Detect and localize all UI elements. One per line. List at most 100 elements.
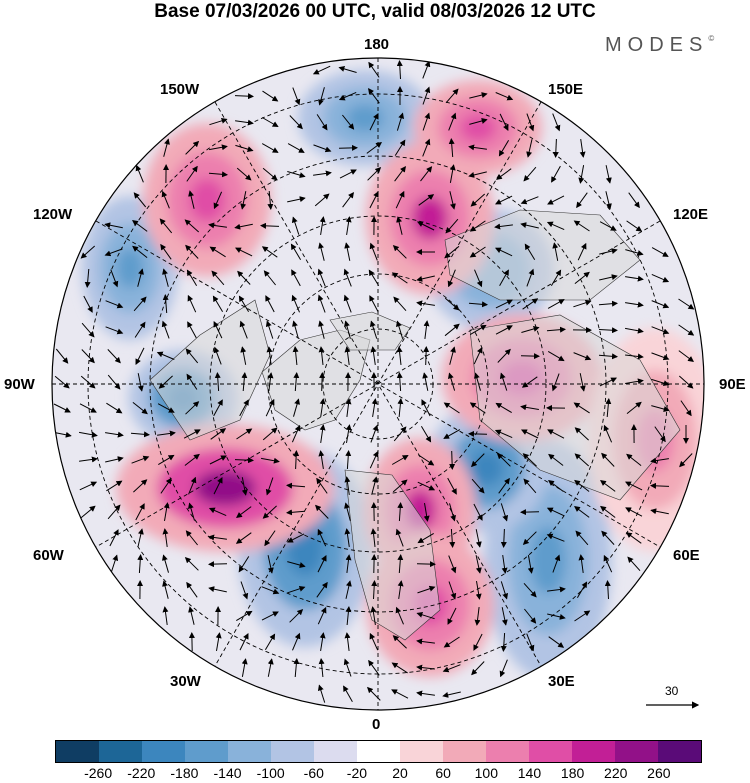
wind-vector — [162, 528, 169, 547]
wind-vector — [137, 528, 144, 547]
wind-vector — [236, 506, 252, 519]
wind-vector — [110, 269, 119, 288]
wind-vector — [526, 139, 533, 158]
meridian-120e-60w — [95, 220, 661, 548]
wind-vector — [131, 455, 150, 464]
wind-vector — [393, 296, 407, 312]
colorbar-tick-label: -260 — [84, 765, 113, 781]
wind-vector — [395, 528, 404, 547]
wind-vector — [370, 346, 377, 365]
wind-vector — [344, 632, 351, 651]
wind-vector — [184, 219, 200, 233]
wind-vector — [391, 455, 409, 465]
wind-vector — [447, 477, 457, 495]
wind-vector — [605, 165, 612, 184]
wind-vector — [448, 555, 457, 574]
wind-vector — [494, 429, 513, 439]
wind-vector — [137, 268, 144, 287]
wind-vector — [599, 377, 618, 387]
wind-vector — [526, 113, 535, 132]
wind-vector — [680, 400, 692, 417]
wind-vector — [137, 373, 144, 392]
wind-vector — [188, 476, 197, 495]
wind-vector — [501, 555, 508, 574]
brand-mark: © — [708, 34, 715, 43]
wind-vector — [292, 320, 299, 339]
wind-vector — [236, 167, 252, 181]
wind-vector — [474, 607, 481, 626]
wind-vector — [625, 327, 644, 334]
wind-vector — [261, 117, 279, 127]
wind-vector — [55, 348, 69, 364]
wind-vector — [287, 143, 305, 153]
wind-vector — [575, 530, 589, 546]
wind-vector — [678, 375, 694, 389]
wind-vector — [338, 66, 357, 73]
colorbar-tick-label: 20 — [392, 765, 408, 781]
wind-vector — [423, 346, 430, 366]
wind-vector — [238, 295, 250, 312]
wind-vector — [163, 502, 170, 521]
wind-vector — [313, 144, 332, 153]
wind-vector — [161, 190, 170, 209]
wind-vector — [395, 606, 404, 625]
wind-vector — [267, 658, 274, 677]
wind-vector — [495, 299, 514, 309]
wind-vector — [130, 431, 150, 438]
wind-vectors — [53, 60, 695, 703]
wind-vector — [162, 580, 169, 599]
wind-vector — [449, 164, 456, 183]
colorbar-cell — [529, 741, 572, 762]
wind-vector — [293, 398, 301, 417]
wind-vector — [312, 65, 331, 75]
wind-vector — [447, 372, 456, 391]
wind-vector — [241, 477, 248, 496]
anomaly-core-high-150e — [460, 114, 496, 142]
wind-vector — [469, 324, 487, 336]
wind-vector — [604, 580, 611, 600]
wind-vector — [265, 320, 274, 339]
label-150w: 150W — [160, 81, 200, 98]
wind-vector — [317, 528, 327, 547]
wind-vector — [343, 268, 352, 287]
wind-vector — [344, 320, 351, 339]
wind-vector — [552, 138, 559, 158]
wind-vector — [319, 216, 326, 235]
wind-vector — [236, 610, 253, 622]
wind-vector — [422, 138, 431, 157]
wind-vector — [316, 477, 328, 494]
wind-vector — [343, 294, 352, 313]
wind-vector — [625, 249, 644, 256]
wind-vector — [576, 192, 588, 209]
wind-vector — [394, 166, 406, 182]
wind-vector — [498, 477, 510, 494]
wind-vector — [133, 479, 148, 493]
wind-vector — [573, 299, 592, 308]
colorbar-cell — [271, 741, 314, 762]
wind-vector — [213, 399, 223, 417]
wind-vector — [371, 476, 378, 495]
wind-vector — [469, 402, 486, 414]
wind-vector — [317, 606, 327, 625]
wind-vector — [132, 220, 148, 232]
wind-vector — [79, 403, 97, 413]
wind-vector — [239, 399, 249, 417]
wind-vector — [469, 92, 488, 99]
wind-vector — [287, 585, 306, 594]
wind-vector — [236, 428, 253, 440]
wind-vector — [625, 301, 644, 308]
wind-vector — [417, 481, 436, 491]
wind-vector — [471, 478, 485, 494]
wind-vector — [448, 112, 457, 131]
wind-vector — [449, 191, 456, 210]
wind-vector — [209, 144, 228, 151]
wind-vector — [261, 611, 279, 621]
wind-vector — [287, 171, 306, 179]
wind-vector — [209, 117, 228, 126]
wind-vector — [605, 398, 612, 418]
wind-vector — [105, 326, 124, 335]
wind-vector — [598, 300, 618, 307]
wind-vector — [183, 429, 201, 439]
wind-vector — [523, 166, 537, 182]
